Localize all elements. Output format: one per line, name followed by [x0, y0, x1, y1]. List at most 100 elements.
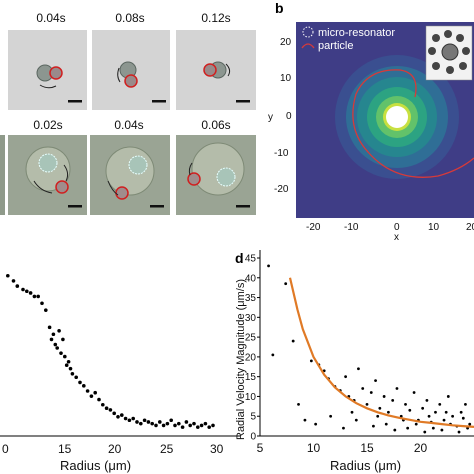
scatter-point — [51, 332, 56, 337]
scatter-point — [421, 406, 425, 410]
scatter-point — [438, 402, 442, 406]
scatter-point — [177, 421, 181, 426]
scatter-point — [425, 399, 429, 402]
scatter-point — [393, 428, 397, 432]
scatter-point — [440, 428, 444, 432]
scatter-point — [139, 421, 143, 426]
scatter-point — [44, 308, 48, 312]
scatter-point — [372, 424, 375, 428]
scatter-point — [395, 387, 399, 390]
scatter-point — [104, 406, 109, 410]
scatter-point — [406, 426, 410, 430]
micrograph-image — [8, 135, 87, 215]
scatter-point — [461, 416, 465, 420]
micrograph-image — [92, 30, 170, 110]
scatter-point — [57, 329, 61, 333]
time-label-row1-2: 0.08s — [115, 11, 145, 25]
x-tick-label: 25 — [160, 442, 174, 456]
scatter-point — [457, 430, 461, 434]
x-tick-label: 0 — [394, 222, 400, 233]
scatter-point — [6, 273, 10, 278]
x-tick-label: 20 — [108, 442, 122, 456]
scatter-point — [344, 375, 347, 379]
scatter-point — [74, 375, 78, 380]
micrograph-image — [176, 30, 256, 110]
y-tick-label: 15 — [245, 372, 257, 383]
panel-letter-b: b — [275, 0, 284, 16]
axis-label-x: Radius (μm) — [60, 458, 131, 473]
y-tick-label: 25 — [245, 333, 257, 344]
y-tick-label: -10 — [274, 148, 289, 159]
scatter-point — [101, 402, 105, 407]
x-tick-label: 15 — [58, 442, 72, 456]
scatter-point — [404, 402, 407, 406]
scatter-point — [158, 420, 162, 424]
scatter-point — [329, 414, 333, 418]
micrograph-frame — [176, 30, 256, 110]
legend-resonator-label: micro-resonator — [318, 27, 395, 39]
resonator-disk — [386, 106, 408, 128]
scatter-point — [382, 395, 386, 398]
scatter-point — [412, 391, 416, 394]
scatter-point — [146, 420, 151, 424]
micrograph-frame — [8, 135, 87, 215]
y-tick-label: 10 — [280, 73, 292, 84]
scatter-point — [196, 425, 200, 429]
scatter-point — [434, 410, 437, 414]
scatter-point — [123, 416, 128, 421]
scatter-point — [211, 423, 215, 428]
scatter-point — [188, 423, 192, 428]
scatter-point — [173, 423, 177, 428]
x-tick-label: 0 — [2, 442, 9, 456]
scatter-point — [267, 264, 270, 268]
panel-d-plot: Radial Velocity Magnitude (μm/s) 45 40 35 3… — [235, 250, 474, 473]
scatter-point — [70, 372, 75, 376]
scatter-point — [64, 363, 69, 367]
scatter-point — [361, 387, 365, 390]
y-tick-label: 0 — [286, 111, 292, 122]
scatter-point — [36, 294, 40, 299]
scatter-point — [85, 389, 90, 393]
scatter-point — [169, 418, 173, 423]
micrograph-image — [176, 135, 256, 215]
micrograph-image — [90, 135, 170, 215]
scatter-point — [180, 425, 185, 429]
panel-letter-d: d — [235, 250, 244, 266]
scatter-point — [399, 414, 403, 418]
scatter-point — [357, 367, 360, 371]
scatter-point — [350, 410, 354, 414]
scatter-point — [89, 394, 94, 398]
micrograph-frame — [92, 30, 170, 110]
scatter-point — [365, 402, 369, 406]
scatter-point — [314, 422, 318, 426]
scatter-point — [150, 421, 154, 426]
scatter-point — [427, 414, 431, 418]
scatter-point — [15, 284, 20, 288]
scatter-point — [93, 390, 97, 395]
scatter-point — [120, 413, 124, 417]
scatter-point — [459, 410, 463, 414]
scatter-point — [55, 346, 59, 350]
y-tick-label: 40 — [245, 273, 257, 284]
scatter-point — [271, 353, 275, 357]
micrograph-frame — [176, 135, 256, 215]
legend-particle-label: particle — [318, 40, 353, 52]
scatter-point — [391, 399, 395, 402]
y-tick-label: 0 — [250, 432, 256, 443]
y-tick-label: 45 — [245, 254, 257, 265]
micrograph-frame — [90, 135, 170, 215]
scatter-point — [374, 379, 377, 383]
x-tick-label: 15 — [360, 441, 374, 455]
scatter-point — [61, 337, 65, 342]
x-tick-label: 30 — [210, 442, 224, 456]
scatter-point — [408, 408, 412, 412]
scatter-point — [199, 423, 204, 428]
scatter-point — [127, 418, 132, 423]
time-label-row2-2: 0.04s — [114, 118, 144, 132]
y-tick-label: 10 — [245, 392, 257, 403]
y-tick-label: 35 — [245, 293, 257, 304]
scatter-point — [32, 294, 37, 299]
y-tick-label: -20 — [274, 184, 289, 195]
scatter-point — [376, 414, 380, 418]
scatter-point — [28, 291, 33, 295]
